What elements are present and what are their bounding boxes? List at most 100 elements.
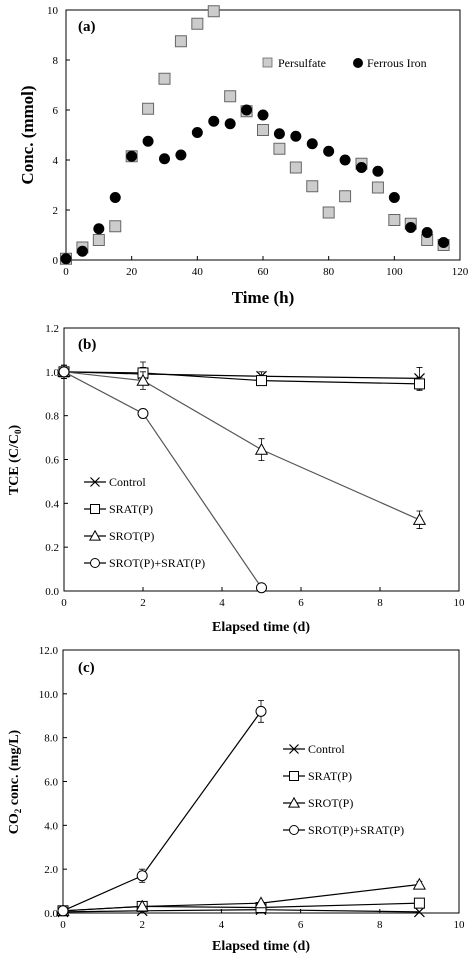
legend-swatch-srot-p-srat-p (289, 825, 299, 835)
point-ferrous-iron (257, 109, 269, 121)
chart-b-ylabel-paren: C/C (7, 434, 22, 458)
point-srot-p-srat-p (57, 905, 69, 917)
point-ferrous-iron (323, 145, 335, 157)
chart-a-ytick-label: 10 (47, 5, 59, 17)
legend-label-ferrous-iron: Ferrous Iron (367, 56, 427, 70)
chart-b-xtick-label: 10 (454, 597, 466, 609)
chart-b-ytick-label: 0.6 (45, 455, 59, 467)
chart-a-xtick-label: 20 (126, 266, 138, 278)
point-srat-p (413, 897, 425, 909)
point-ferrous-iron (126, 150, 138, 162)
chart-c-ytick-label: 6.0 (44, 777, 58, 789)
chart-c-xlabel: Elapsed time (d) (212, 939, 310, 954)
chart-a-xtick-label: 40 (192, 266, 204, 278)
chart-a-ytick-label: 6 (53, 105, 59, 117)
chart-b-ylabel-main: TCE (7, 466, 22, 495)
point-srot-p (412, 877, 426, 890)
chart-b-xlabel: Elapsed time (d) (212, 620, 310, 635)
point-srat-p (414, 378, 425, 390)
point-ferrous-iron (159, 153, 170, 165)
chart-a-xtick-label: 80 (323, 266, 335, 278)
point-ferrous-iron (224, 118, 236, 130)
point-srot-p-srat-p (58, 366, 70, 378)
chart-a-ytick-label: 2 (53, 205, 59, 217)
chart-b-ytick-label: 0.8 (45, 411, 59, 423)
chart-b-xtick-label: 4 (219, 597, 225, 609)
point-ferrous-iron (405, 222, 417, 233)
chart-c-ylabel-pre: CO (7, 813, 22, 834)
point-persulfate (109, 220, 122, 233)
point-ferrous-iron (241, 104, 253, 116)
chart-c-ytick-label: 2.0 (44, 864, 58, 876)
legend-label-srat-p: SRAT(P) (308, 769, 352, 783)
line-srot-p (62, 883, 420, 912)
chart-a-xtick-label: 120 (452, 266, 469, 278)
legend-label-control: Control (109, 475, 146, 489)
point-ferrous-iron (76, 245, 88, 257)
chart-c-ytick-label: 0.0 (44, 908, 58, 920)
legend-label-persulfate: Persulfate (278, 56, 326, 70)
chart-b-xtick-label: 2 (140, 597, 146, 609)
chart-c-ytick-label: 8.0 (44, 733, 58, 745)
chart-a-xtick-label: 100 (386, 266, 403, 278)
point-srot-p-srat-p (255, 705, 267, 717)
point-persulfate (207, 5, 220, 18)
point-persulfate (339, 190, 352, 203)
legend-swatch-control (289, 744, 299, 754)
chart-a-ylabel: Conc. (mmol) (18, 85, 37, 184)
chart-b-legend: Control SRAT(P) SROT(P) SROT(P)+SRAT(P) (84, 475, 205, 570)
legend-swatch-srot-p (287, 796, 301, 808)
chart-a-xlabel: Time (h) (232, 288, 295, 307)
legend-label-srot-p: SROT(P) (308, 796, 353, 810)
point-srat-p (256, 375, 267, 387)
chart-c-xtick-label: 10 (454, 919, 466, 931)
point-ferrous-iron (142, 135, 154, 147)
chart-b-panel-label: (b) (78, 337, 96, 353)
legend-label-srot-p-srat-p: SROT(P)+SRAT(P) (109, 556, 205, 570)
chart-a: (a) Time (h) Conc. (mmol) 0 20 40 60 80 100 12… (18, 5, 469, 307)
legend-swatch-ferrous-iron (353, 58, 363, 68)
point-ferrous-iron (339, 154, 351, 166)
line-control (62, 909, 420, 913)
point-ferrous-iron (290, 130, 302, 142)
chart-c-plot-area (62, 649, 460, 914)
legend-swatch-srot-p (88, 529, 102, 541)
chart-a-ytick-label: 8 (53, 55, 59, 67)
point-persulfate (142, 102, 155, 115)
point-persulfate (273, 142, 286, 155)
point-persulfate (289, 161, 302, 174)
chart-a-ytick-label: 4 (53, 155, 59, 167)
chart-c-xtick-label: 2 (139, 919, 145, 931)
chart-c-xtick-label: 4 (219, 919, 225, 931)
chart-b-ylabel: TCE (C/C0) (7, 425, 23, 496)
legend-label-srot-p-srat-p: SROT(P)+SRAT(P) (308, 823, 404, 837)
point-persulfate (158, 72, 171, 85)
point-ferrous-iron (191, 127, 203, 138)
point-ferrous-iron (356, 162, 367, 173)
point-ferrous-iron (421, 227, 433, 238)
point-ferrous-iron (109, 192, 121, 203)
chart-b-xtick-label: 6 (298, 597, 304, 609)
point-ferrous-iron (306, 138, 318, 150)
chart-b: (b) Elapsed time (d) TCE (C/C0) 0 2 4 6 8 10 0… (7, 323, 465, 635)
chart-c-ylabel-post: conc. (mg/L) (7, 729, 22, 808)
point-srot-p (254, 896, 268, 909)
chart-a-xtick-label: 60 (258, 266, 270, 278)
chart-b-ytick-label: 1.2 (45, 323, 59, 335)
chart-c-ylabel: CO2 conc. (mg/L) (7, 729, 23, 834)
point-srot-p (135, 899, 149, 912)
legend-swatch-srat-p (90, 504, 100, 514)
legend-swatch-srat-p (289, 771, 299, 781)
point-persulfate (224, 90, 237, 103)
legend-swatch-persulfate (262, 57, 273, 68)
chart-a-panel-label: (a) (78, 19, 96, 35)
point-persulfate (306, 180, 319, 193)
point-ferrous-iron (175, 149, 187, 161)
point-persulfate (174, 35, 187, 48)
point-srot-p-srat-p (137, 407, 149, 419)
chart-c-xtick-label: 6 (298, 919, 304, 931)
chart-c-xtick-label: 0 (60, 919, 66, 931)
line-srot-p-srat-p (62, 711, 262, 912)
line-srat-p (63, 371, 420, 385)
